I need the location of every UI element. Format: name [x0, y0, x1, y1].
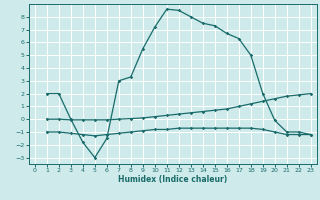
X-axis label: Humidex (Indice chaleur): Humidex (Indice chaleur) [118, 175, 228, 184]
